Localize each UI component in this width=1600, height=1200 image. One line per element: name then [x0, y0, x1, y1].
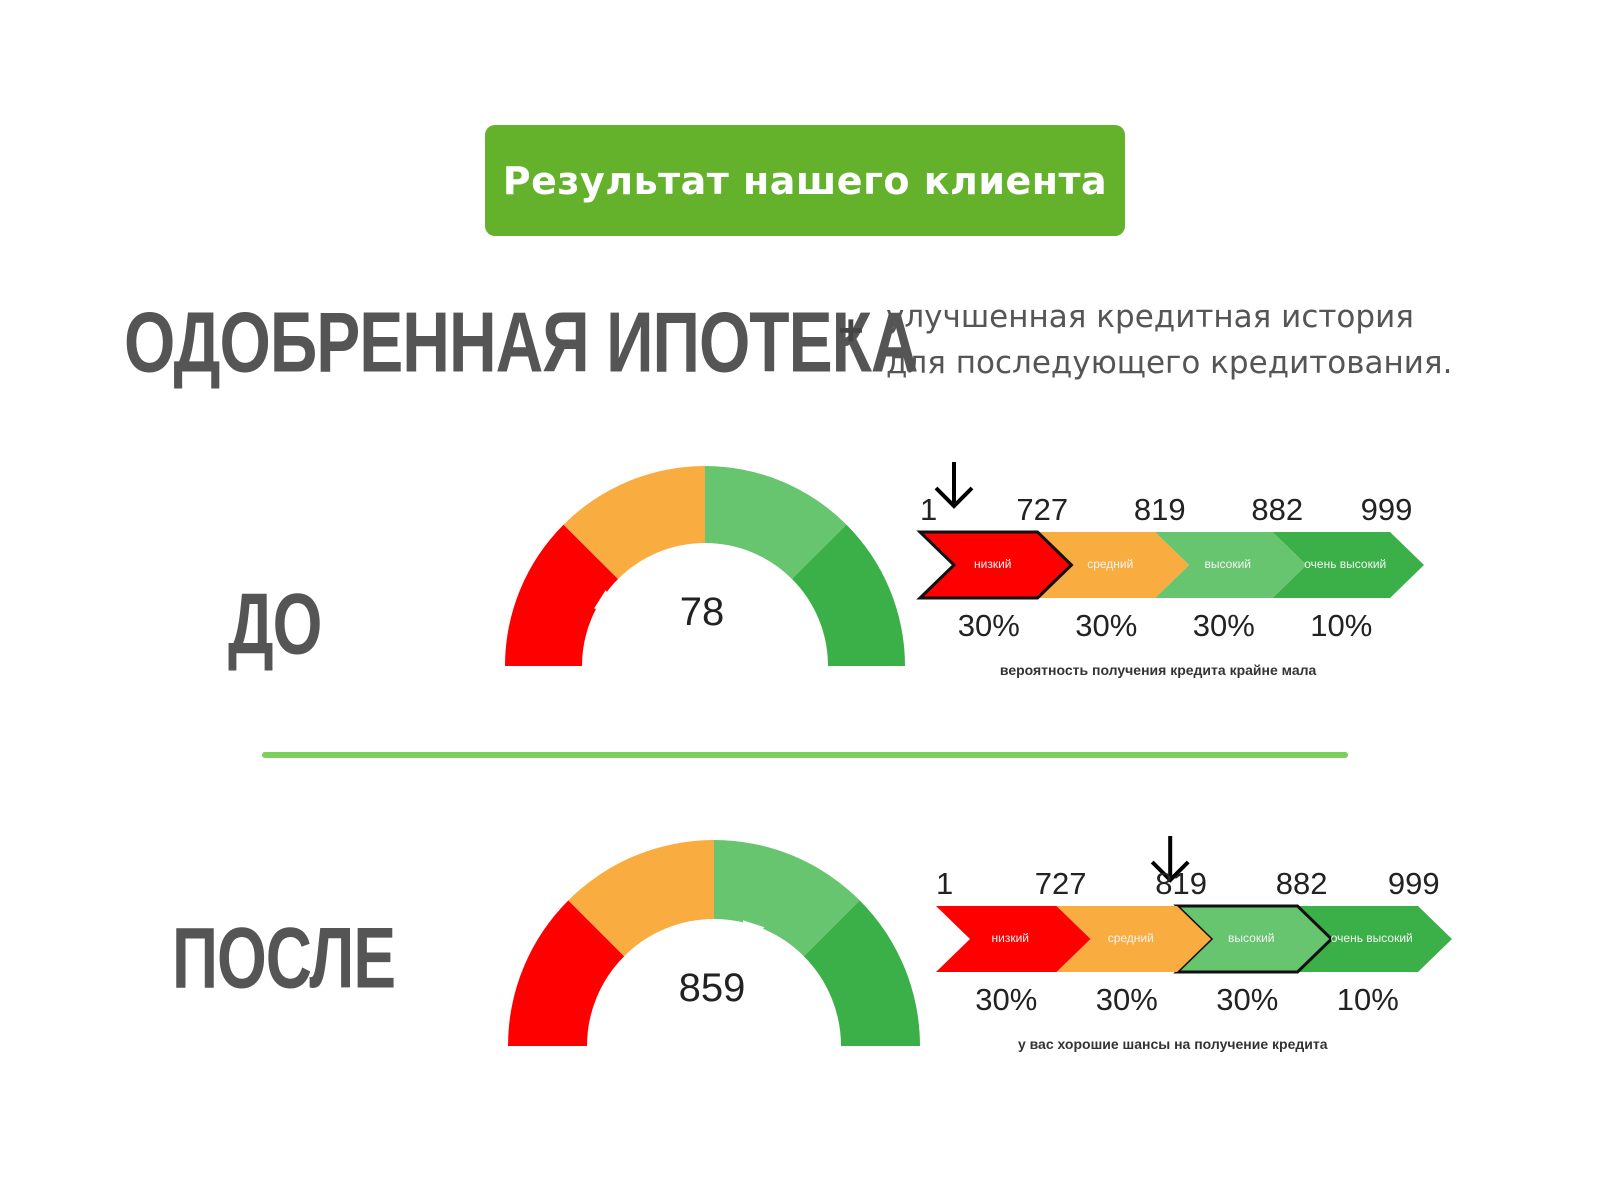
gauge-segment-light-green: [705, 466, 847, 580]
stage-label-after: ПОСЛЕ: [172, 909, 396, 1007]
scale-segment-label: очень высокий: [1330, 931, 1413, 945]
scale-tick-label: 882: [1275, 866, 1328, 901]
scale-segment-high: [1155, 532, 1307, 598]
scale-tick-label: 727: [1034, 866, 1087, 901]
gauge-before-svg: [505, 466, 905, 666]
gauge-segment-red: [505, 524, 619, 666]
scale-segment-label: очень высокий: [1304, 557, 1387, 571]
scale-percent-label: 30%: [1075, 608, 1138, 643]
headline-main: ОДОБРЕННАЯ ИПОТЕКА: [124, 293, 919, 390]
scale-before: низкий средний высокий очень высокий 1 727 819…: [916, 462, 1424, 682]
scale-tick-label: 999: [1387, 866, 1440, 901]
scale-tick-label: 819: [1155, 866, 1208, 901]
subtitle-line-1: улучшенная кредитная история: [886, 299, 1414, 335]
scale-tick-label: 1: [920, 492, 938, 527]
scale-bar-svg: [916, 462, 1424, 600]
scale-percent-label: 10%: [1336, 982, 1399, 1017]
scale-percent-label: 10%: [1310, 608, 1373, 643]
scale-segment-label: средний: [1107, 931, 1154, 945]
scale-note: у вас хорошие шансы на получение кредита: [1017, 1036, 1328, 1052]
gauge-needle: [594, 590, 622, 613]
gauge-before: 78: [500, 462, 910, 672]
subtitle-line-2: для последующего кредитования.: [886, 345, 1453, 381]
arrow-down-icon: [1150, 836, 1190, 883]
result-badge: Результат нашего клиента: [485, 125, 1125, 236]
scale-segment-low: [936, 906, 1091, 972]
scale-segment-label: низкий: [991, 931, 1030, 945]
scale-tick-label: 819: [1133, 492, 1186, 527]
scale-segment-very-high: [1272, 532, 1424, 598]
gauge-segment-light-green: [714, 840, 860, 957]
scale-tick-label: 727: [1016, 492, 1069, 527]
stage-label-before: ДО: [228, 575, 322, 673]
scale-note: вероятность получения кредита крайне мал…: [999, 662, 1317, 678]
gauge-needle: [743, 920, 765, 949]
gauge-after-svg: [508, 840, 920, 1046]
gauge-after-score: 859: [678, 966, 746, 1010]
headline-subtitle: улучшенная кредитная история для последу…: [886, 294, 1586, 386]
gauge-segment-orange: [563, 466, 705, 580]
gauge-segment-red: [508, 900, 625, 1046]
scale-segment-label: средний: [1087, 557, 1134, 571]
scale-segment-medium: [1056, 906, 1211, 972]
scale-segment-low: [916, 530, 1074, 600]
scale-percent-label: 30%: [1192, 608, 1255, 643]
scale-percent-label: 30%: [957, 608, 1020, 643]
scale-segment-label: высокий: [1228, 931, 1275, 945]
scale-bar-svg: [936, 836, 1452, 974]
scale-tick-label: 882: [1251, 492, 1304, 527]
scale-after: низкий средний высокий очень высокий 1 727 819…: [936, 836, 1452, 1056]
scale-percent-label: 30%: [1216, 982, 1279, 1017]
section-divider: [262, 752, 1348, 758]
scale-tick-label: 1: [936, 866, 954, 901]
gauge-segment-green: [791, 524, 905, 666]
scale-percent-label: 30%: [975, 982, 1038, 1017]
headline-plus: +: [838, 306, 864, 355]
gauge-before-score: 78: [679, 590, 725, 634]
gauge-segment-green: [803, 900, 920, 1046]
scale-segment-medium: [1037, 532, 1189, 598]
gauge-after: 859: [502, 836, 926, 1051]
gauge-segment-orange: [568, 840, 714, 957]
result-badge-label: Результат нашего клиента: [502, 158, 1108, 203]
scale-percent-label: 30%: [1095, 982, 1158, 1017]
scale-segment-label: высокий: [1204, 557, 1251, 571]
scale-segment-label: низкий: [974, 557, 1012, 571]
scale-tick-label: 999: [1360, 492, 1413, 527]
scale-segment-very-high: [1297, 906, 1452, 972]
arrow-down-icon: [934, 462, 974, 509]
